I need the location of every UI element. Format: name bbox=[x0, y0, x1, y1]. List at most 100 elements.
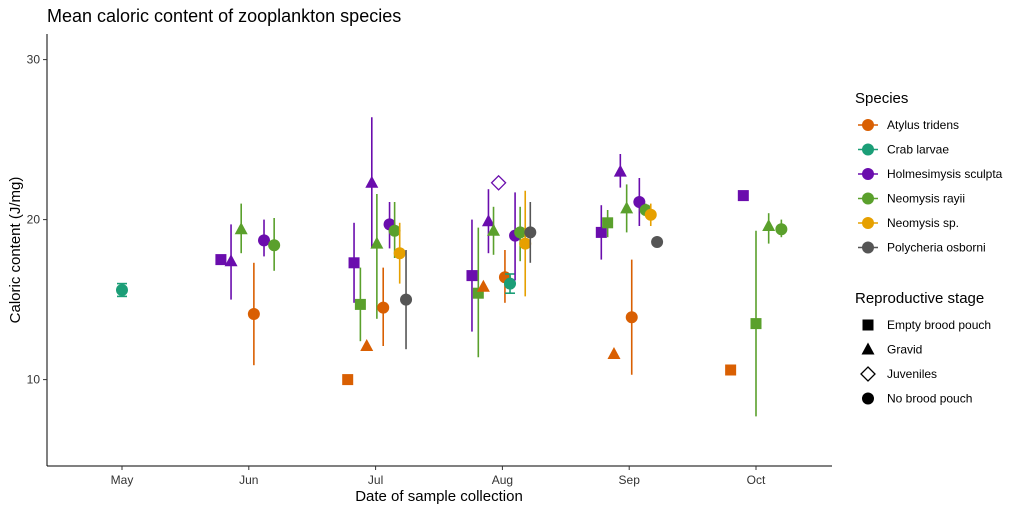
legend-key-circle bbox=[862, 241, 874, 254]
x-tick-label-jun: Jun bbox=[239, 473, 258, 487]
data-point-holmesimysis-sculpta-sep bbox=[595, 205, 607, 260]
point-marker bbox=[360, 339, 374, 351]
point-marker bbox=[481, 214, 495, 227]
legend-label: Atylus tridens bbox=[887, 118, 959, 132]
data-point-neomysis-rayii-oct bbox=[750, 230, 762, 417]
data-point-holmesimysis-sculpta-aug bbox=[490, 174, 507, 191]
legend-key-shape bbox=[862, 319, 874, 331]
data-point-neomysis-rayii-jun bbox=[234, 203, 248, 254]
data-point-atylus-tridens-sep bbox=[625, 259, 638, 375]
data-point-holmesimysis-sculpta-sep bbox=[633, 178, 646, 226]
point-marker bbox=[651, 236, 664, 248]
point-marker bbox=[595, 226, 607, 238]
point-marker bbox=[725, 364, 737, 376]
data-point-holmesimysis-sculpta-aug bbox=[466, 219, 478, 332]
point-marker bbox=[519, 237, 532, 250]
data-point-crab-larvae-aug bbox=[504, 273, 517, 295]
data-point-atylus-tridens-jun bbox=[247, 262, 260, 366]
data-point-holmesimysis-sculpta-jun bbox=[224, 224, 238, 300]
data-point-neomysis-rayii-aug bbox=[514, 206, 527, 262]
legend-key-circle bbox=[862, 192, 874, 205]
data-point-atylus-tridens-oct bbox=[725, 364, 737, 376]
point-marker bbox=[633, 196, 646, 208]
legend-label: Polycheria osborni bbox=[887, 241, 986, 255]
y-tick-label-20: 20 bbox=[27, 213, 41, 227]
legend-item-juveniles: Juveniles bbox=[860, 366, 937, 382]
x-axis-title: Date of sample collection bbox=[355, 488, 523, 505]
point-marker bbox=[388, 224, 401, 237]
legend-item-atylus-tridens: Atylus tridens bbox=[858, 118, 959, 132]
data-marks bbox=[116, 117, 788, 417]
point-marker bbox=[377, 301, 390, 314]
data-point-atylus-tridens-jul bbox=[342, 374, 354, 386]
data-point-neomysis-rayii-jun bbox=[268, 218, 281, 271]
x-tick-label-oct: Oct bbox=[747, 473, 766, 487]
legend-key-circle bbox=[862, 168, 874, 180]
data-point-atylus-tridens-aug bbox=[498, 250, 511, 303]
legend-label: Neomysis rayii bbox=[887, 192, 965, 206]
point-marker bbox=[116, 284, 128, 296]
legend-label: Holmesimysis sculpta bbox=[887, 167, 1003, 181]
data-point-neomysis-sp-sep bbox=[644, 203, 657, 226]
legend-item-no-brood-pouch: No brood pouch bbox=[862, 392, 972, 406]
point-marker bbox=[215, 254, 227, 266]
point-marker bbox=[348, 257, 360, 269]
data-point-neomysis-rayii-jul bbox=[388, 202, 401, 258]
point-marker bbox=[613, 164, 627, 177]
point-marker bbox=[750, 318, 762, 330]
point-marker bbox=[247, 308, 260, 320]
data-point-holmesimysis-sculpta-jul bbox=[348, 222, 360, 303]
data-point-holmesimysis-sculpta-oct bbox=[737, 190, 749, 202]
legend-label: Neomysis sp. bbox=[887, 216, 959, 230]
x-tick-label-may: May bbox=[111, 473, 134, 487]
point-marker bbox=[234, 222, 248, 235]
chart-title: Mean caloric content of zooplankton spec… bbox=[47, 6, 401, 26]
point-marker bbox=[775, 223, 788, 236]
legend-item-empty-brood-pouch: Empty brood pouch bbox=[862, 318, 991, 332]
legend-species: Species Atylus tridens Crab larvae Holmesi… bbox=[855, 90, 1003, 255]
data-point-neomysis-rayii-jul bbox=[370, 194, 384, 319]
data-point-neomysis-rayii-sep bbox=[620, 184, 634, 233]
point-marker bbox=[476, 279, 490, 292]
data-point-crab-larvae-may bbox=[116, 282, 128, 298]
legend-item-neomysis-sp: Neomysis sp. bbox=[858, 216, 959, 230]
point-marker bbox=[342, 374, 354, 386]
point-marker bbox=[224, 254, 238, 267]
data-point-holmesimysis-sculpta-jun bbox=[215, 254, 227, 266]
legend-item-crab-larvae: Crab larvae bbox=[858, 143, 949, 157]
data-point-holmesimysis-sculpta-sep bbox=[613, 154, 627, 188]
legend-item-gravid: Gravid bbox=[861, 342, 922, 357]
point-marker bbox=[625, 311, 638, 324]
data-point-neomysis-rayii-aug bbox=[472, 227, 484, 358]
legend-label: No brood pouch bbox=[887, 392, 972, 406]
axis-ticks: May Jun Jul Aug Sep Oct 10 20 30 bbox=[27, 53, 766, 487]
data-point-neomysis-sp-jul bbox=[393, 222, 406, 284]
y-axis-title: Caloric content (J/mg) bbox=[7, 177, 24, 324]
point-marker bbox=[487, 223, 501, 236]
point-marker bbox=[365, 175, 379, 188]
legend-key-circle bbox=[862, 119, 874, 131]
y-tick-label-10: 10 bbox=[27, 373, 41, 387]
data-point-holmesimysis-sculpta-aug bbox=[481, 189, 495, 254]
legend-item-neomysis-rayii: Neomysis rayii bbox=[858, 192, 965, 206]
point-marker bbox=[514, 226, 527, 239]
point-marker bbox=[268, 239, 281, 252]
point-marker bbox=[466, 270, 478, 282]
y-tick-label-30: 30 bbox=[27, 53, 41, 67]
point-marker bbox=[762, 219, 776, 231]
data-point-polycheria-osborni-sep bbox=[651, 236, 664, 248]
legend-item-polycheria-osborni: Polycheria osborni bbox=[858, 241, 986, 255]
legend-label: Empty brood pouch bbox=[887, 318, 991, 332]
point-marker bbox=[602, 217, 614, 229]
plot-axes bbox=[46, 34, 832, 467]
point-marker bbox=[472, 287, 484, 299]
legend-key-circle bbox=[862, 217, 874, 229]
legend-stage-title: Reproductive stage bbox=[855, 290, 984, 307]
data-point-neomysis-rayii-jul bbox=[354, 267, 366, 342]
legend-key-shape bbox=[860, 366, 876, 382]
point-marker bbox=[370, 236, 384, 249]
point-marker bbox=[607, 347, 621, 359]
legend-label: Gravid bbox=[887, 343, 922, 357]
x-tick-label-aug: Aug bbox=[492, 473, 513, 487]
